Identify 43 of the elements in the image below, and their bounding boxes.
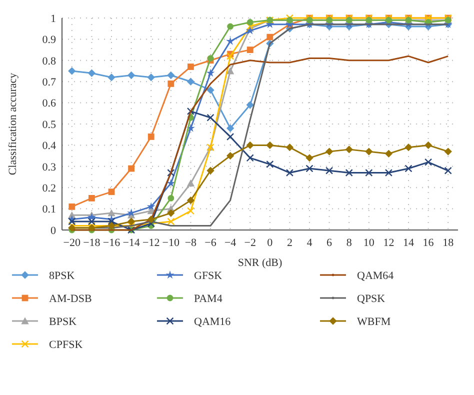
legend-label: CPFSK — [49, 338, 83, 351]
x-tick-label: −2 — [244, 237, 256, 249]
legend-label: AM-DSB — [49, 292, 92, 305]
x-axis-title: SNR (dB) — [238, 257, 282, 269]
x-tick-label: 8 — [346, 237, 352, 249]
x-tick-label: −18 — [83, 237, 101, 249]
legend-label: QAM64 — [357, 270, 394, 282]
y-tick-label: 1 — [50, 12, 56, 25]
legend-label: PAM4 — [194, 292, 223, 305]
legend-label: BPSK — [49, 316, 77, 328]
y-tick-label: 0.6 — [42, 98, 56, 110]
x-tick-label: −10 — [162, 237, 180, 249]
x-tick-label: 12 — [383, 237, 394, 249]
x-tick-label: −6 — [204, 237, 217, 249]
y-tick-label: 0.8 — [42, 55, 56, 68]
y-tick-label: 0 — [50, 224, 56, 237]
legend-label: QAM16 — [194, 316, 232, 328]
x-tick-label: −12 — [142, 237, 160, 249]
x-tick-label: −14 — [122, 237, 140, 249]
x-tick-label: 10 — [363, 237, 375, 249]
x-tick-label: 2 — [286, 237, 292, 249]
y-tick-label: 0.9 — [42, 34, 56, 46]
y-tick-label: 0.1 — [42, 204, 56, 216]
x-tick-label: 4 — [306, 237, 313, 249]
y-tick-label: 0.2 — [42, 182, 56, 194]
x-tick-label: 16 — [422, 237, 434, 249]
x-tick-label: −4 — [224, 237, 237, 249]
legend-label: 8PSK — [49, 270, 75, 282]
x-tick-label: 14 — [403, 237, 414, 249]
x-tick-label: −8 — [184, 237, 198, 249]
legend-label: QPSK — [357, 292, 386, 305]
x-tick-label: −20 — [63, 237, 81, 249]
y-axis-title: Classification accuracy — [7, 72, 19, 176]
legend-label: WBFM — [357, 316, 391, 328]
x-tick-label: 6 — [326, 237, 333, 249]
y-tick-label: 0.5 — [42, 118, 56, 131]
x-tick-label: 0 — [267, 237, 274, 249]
legend-label: GFSK — [194, 270, 222, 282]
y-tick-label: 0.4 — [42, 140, 56, 152]
x-tick-label: 18 — [442, 237, 454, 249]
x-tick-label: −16 — [102, 237, 121, 249]
y-tick-label: 0.7 — [42, 76, 56, 88]
y-tick-label: 0.3 — [42, 161, 56, 174]
